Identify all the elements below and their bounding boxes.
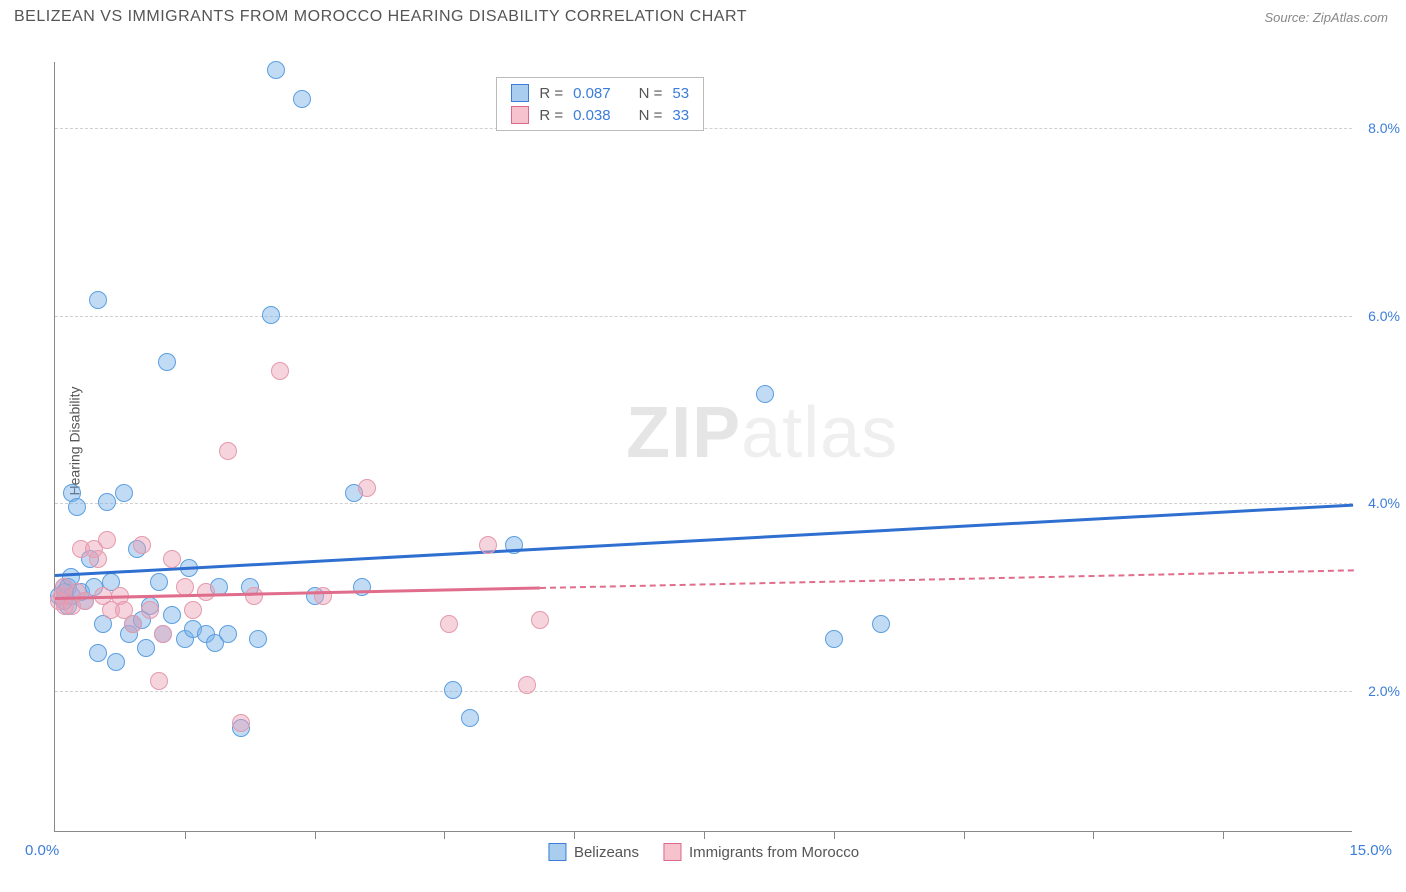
x-axis-max-label: 15.0% xyxy=(1349,842,1392,859)
data-point xyxy=(245,587,263,605)
chart-container: Hearing Disability ZIPatlas 2.0%4.0%6.0%… xyxy=(14,40,1392,842)
legend-swatch xyxy=(511,106,529,124)
data-point xyxy=(531,611,549,629)
y-tick-label: 6.0% xyxy=(1368,308,1400,324)
data-point xyxy=(184,601,202,619)
data-point xyxy=(293,90,311,108)
r-value: 0.038 xyxy=(573,107,611,124)
data-point xyxy=(76,592,94,610)
data-point xyxy=(479,536,497,554)
data-point xyxy=(68,498,86,516)
plot-area: ZIPatlas 2.0%4.0%6.0%8.0%0.0%15.0%R =0.0… xyxy=(54,62,1352,832)
legend-item: Belizeans xyxy=(548,843,639,861)
x-tick xyxy=(1093,831,1094,839)
data-point xyxy=(150,672,168,690)
data-point xyxy=(107,653,125,671)
data-point xyxy=(197,583,215,601)
data-point xyxy=(98,493,116,511)
n-label: N = xyxy=(639,107,663,124)
legend-label: Immigrants from Morocco xyxy=(689,844,859,861)
legend-item: Immigrants from Morocco xyxy=(663,843,859,861)
legend-stats-row: R = 0.038 N = 33 xyxy=(511,104,689,126)
r-value: 0.087 xyxy=(573,85,611,102)
y-tick-label: 2.0% xyxy=(1368,683,1400,699)
data-point xyxy=(115,484,133,502)
data-point xyxy=(358,479,376,497)
legend-label: Belizeans xyxy=(574,844,639,861)
x-axis-min-label: 0.0% xyxy=(25,842,59,859)
data-point xyxy=(440,615,458,633)
n-value: 53 xyxy=(672,85,689,102)
data-point xyxy=(518,676,536,694)
gridline xyxy=(55,316,1352,317)
trend-line xyxy=(55,503,1353,576)
data-point xyxy=(461,709,479,727)
bottom-legend: Belizeans Immigrants from Morocco xyxy=(548,843,859,861)
legend-stats-row: R = 0.087 N = 53 xyxy=(511,82,689,104)
data-point xyxy=(137,639,155,657)
data-point xyxy=(872,615,890,633)
data-point xyxy=(154,625,172,643)
r-label: R = xyxy=(539,85,563,102)
data-point xyxy=(314,587,332,605)
data-point xyxy=(158,353,176,371)
watermark: ZIPatlas xyxy=(626,392,898,474)
chart-title: BELIZEAN VS IMMIGRANTS FROM MOROCCO HEAR… xyxy=(14,8,747,26)
legend-swatch xyxy=(548,843,566,861)
watermark-light: atlas xyxy=(741,393,898,473)
y-tick-label: 8.0% xyxy=(1368,120,1400,136)
data-point xyxy=(232,714,250,732)
data-point xyxy=(124,615,142,633)
data-point xyxy=(98,531,116,549)
data-point xyxy=(141,601,159,619)
data-point xyxy=(163,550,181,568)
x-tick xyxy=(834,831,835,839)
x-tick xyxy=(1223,831,1224,839)
n-value: 33 xyxy=(672,107,689,124)
data-point xyxy=(444,681,462,699)
data-point xyxy=(219,625,237,643)
legend-stats-box: R = 0.087 N = 53 R = 0.038 N = 33 xyxy=(496,77,704,131)
y-tick-label: 4.0% xyxy=(1368,495,1400,511)
source-attribution: Source: ZipAtlas.com xyxy=(1264,10,1388,25)
watermark-bold: ZIP xyxy=(626,393,741,473)
gridline xyxy=(55,691,1352,692)
x-tick xyxy=(574,831,575,839)
data-point xyxy=(271,362,289,380)
legend-swatch xyxy=(663,843,681,861)
data-point xyxy=(89,644,107,662)
x-tick xyxy=(704,831,705,839)
x-tick xyxy=(185,831,186,839)
x-tick xyxy=(315,831,316,839)
data-point xyxy=(262,306,280,324)
legend-swatch xyxy=(511,84,529,102)
gridline xyxy=(55,503,1352,504)
data-point xyxy=(163,606,181,624)
trend-line xyxy=(540,569,1353,589)
data-point xyxy=(133,536,151,554)
n-label: N = xyxy=(639,85,663,102)
data-point xyxy=(150,573,168,591)
data-point xyxy=(219,442,237,460)
x-tick xyxy=(964,831,965,839)
data-point xyxy=(825,630,843,648)
data-point xyxy=(89,291,107,309)
r-label: R = xyxy=(539,107,563,124)
data-point xyxy=(89,550,107,568)
data-point xyxy=(756,385,774,403)
data-point xyxy=(249,630,267,648)
x-tick xyxy=(444,831,445,839)
data-point xyxy=(267,61,285,79)
